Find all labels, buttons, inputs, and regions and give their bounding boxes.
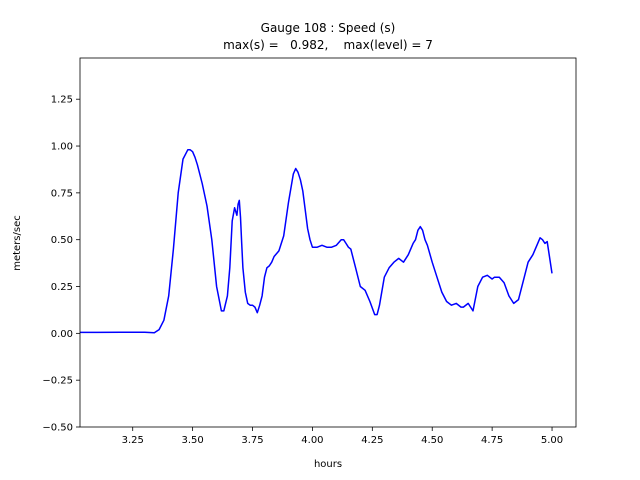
y-tick-label: −0.25	[42, 376, 73, 387]
x-axis-ticks: 3.25 3.50 3.75 4.00 4.25 4.50 4.75 5.00	[122, 427, 563, 446]
x-tick-label: 4.25	[361, 435, 383, 446]
y-tick-label: 1.00	[51, 142, 73, 153]
y-axis-label: meters/sec	[12, 215, 23, 271]
plot-area	[80, 149, 553, 334]
x-axis-label: hours	[314, 459, 342, 470]
y-axis-ticks: −0.50 −0.25 0.00 0.25 0.50 0.75 1.00 1.25	[42, 95, 80, 434]
y-tick-label: 1.25	[51, 95, 73, 106]
chart-title-line1: Gauge 108 : Speed (s)	[261, 21, 396, 35]
x-tick-label: 3.25	[122, 435, 144, 446]
x-tick-label: 4.50	[421, 435, 443, 446]
y-tick-label: 0.00	[51, 329, 73, 340]
chart-title-line2: max(s) = 0.982, max(level) = 7	[223, 38, 433, 52]
y-tick-label: 0.50	[51, 235, 73, 246]
speed-series-line	[80, 149, 553, 334]
y-tick-label: 0.75	[51, 188, 73, 199]
y-tick-label: −0.50	[42, 423, 73, 434]
y-tick-label: 0.25	[51, 282, 73, 293]
x-tick-label: 4.75	[481, 435, 503, 446]
x-tick-label: 5.00	[541, 435, 563, 446]
x-tick-label: 3.50	[181, 435, 203, 446]
x-tick-label: 4.00	[301, 435, 323, 446]
axes-frame	[79, 57, 577, 428]
x-tick-label: 3.75	[241, 435, 263, 446]
